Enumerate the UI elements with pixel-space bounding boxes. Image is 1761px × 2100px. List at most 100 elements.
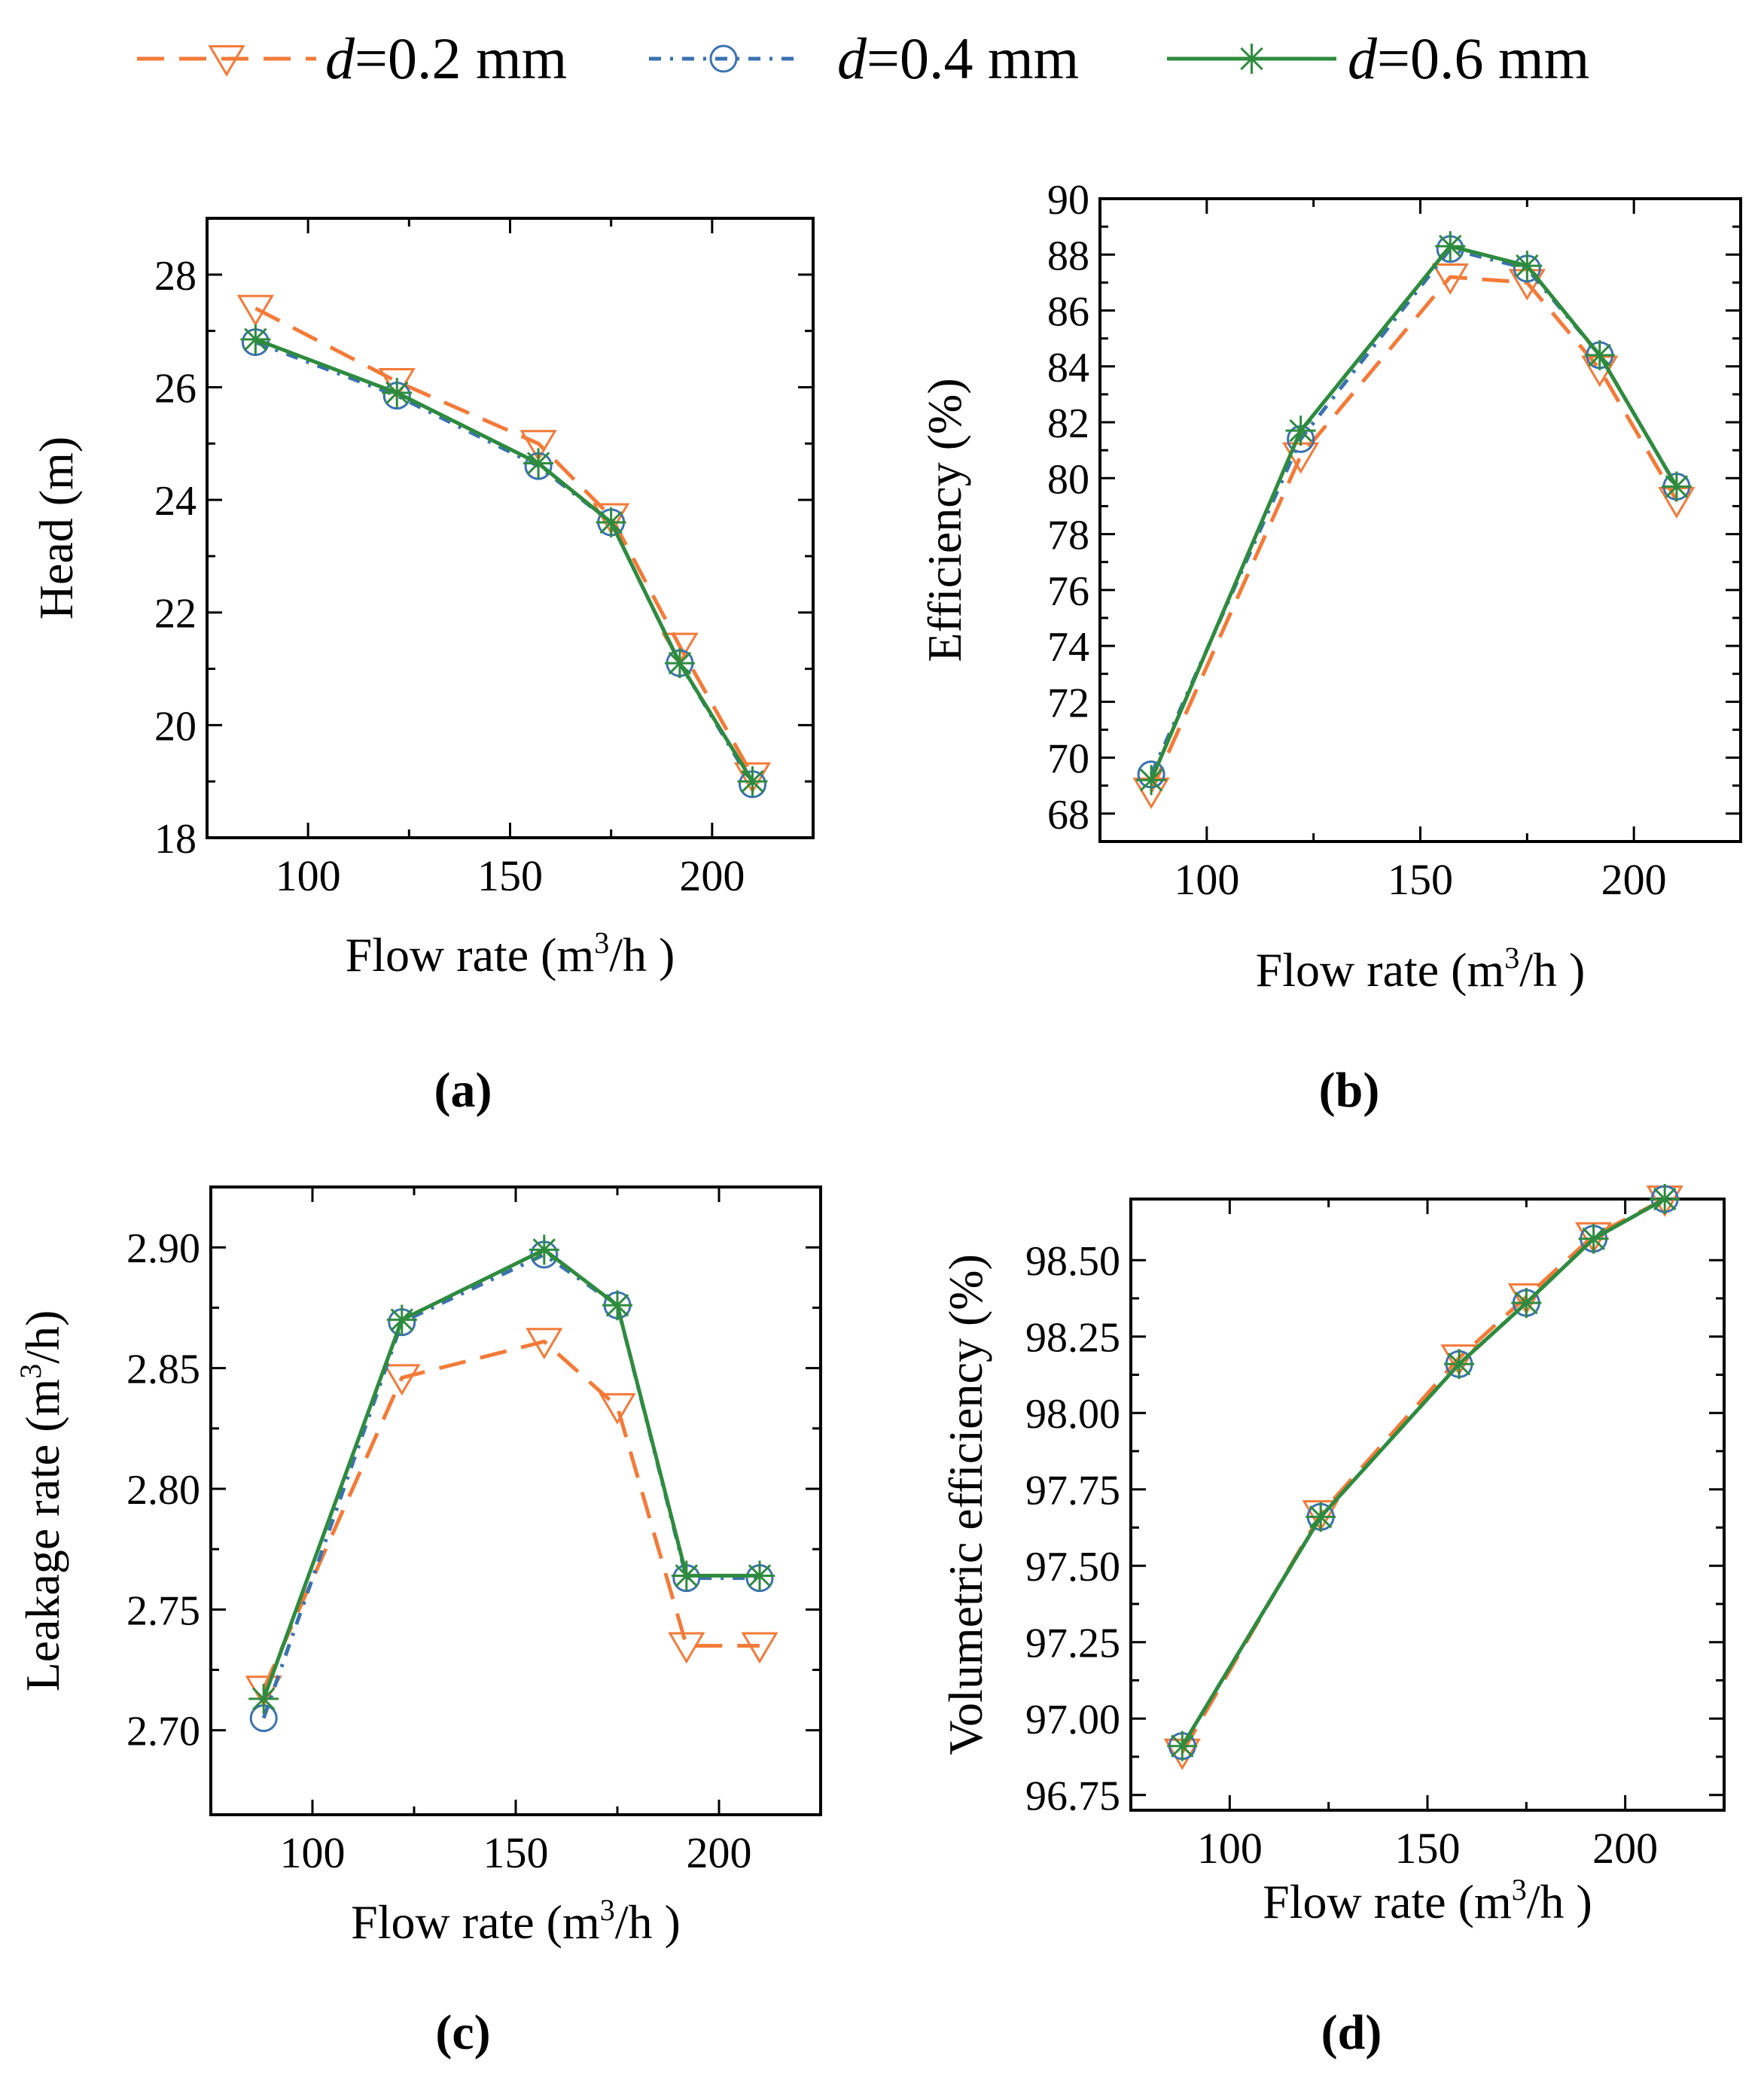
x-tick-label: 100 — [276, 851, 341, 900]
y-axis-label-tail: /h) — [16, 1310, 69, 1364]
series-line — [1181, 1197, 1666, 1754]
x-axis-label-sup: 3 — [600, 1893, 615, 1927]
data-point-stroke — [385, 381, 409, 405]
series-line — [261, 1252, 760, 1719]
y-tick-label: 2.75 — [126, 1587, 200, 1634]
y-tick-label: 78 — [1047, 513, 1089, 559]
y-tick-label: 18 — [154, 816, 197, 863]
panel-c: 100 150 200 2.70 2.75 2.80 2.85 2.90 Flow rate (… — [14, 1185, 822, 2060]
data-point — [236, 294, 275, 327]
series-line — [254, 340, 754, 786]
y-tick-label: 74 — [1047, 624, 1089, 671]
y-tick-label: 2.90 — [126, 1225, 200, 1272]
y-axis-label-main: Leakage rate (m — [16, 1379, 69, 1692]
data-point-stroke — [1653, 1187, 1677, 1211]
panel-label: (b) — [1319, 1063, 1380, 1118]
series-line — [254, 306, 754, 777]
panel-b: 100 150 200 68 70 72 74 76 78 80 82 84 86 88 90 Flow ra… — [918, 177, 1742, 1118]
x-axis-label: Flow rate (m3/h ) — [351, 1893, 681, 1949]
legend-text: =0.2 mm — [355, 26, 567, 91]
x-tick-label: 150 — [1388, 855, 1453, 904]
data-point-stroke — [1515, 1291, 1538, 1315]
data-point-stroke — [1447, 1353, 1471, 1376]
x-axis-label-tail: /h ) — [615, 1895, 681, 1949]
data-point — [664, 648, 695, 679]
legend-text: =0.4 mm — [867, 26, 1079, 91]
data-point — [733, 762, 772, 794]
y-tick-label: 80 — [1047, 456, 1089, 503]
series-1 — [1163, 1185, 1683, 1770]
y-tick-label: 86 — [1047, 289, 1089, 336]
legend-marker-stroke — [1240, 47, 1263, 71]
legend-symbol: d — [1348, 26, 1378, 91]
x-axis-label-main: Flow rate (m — [351, 1895, 600, 1949]
y-axis-label-main: Efficiency (%) — [918, 378, 971, 662]
data-point-stroke — [251, 1687, 276, 1711]
series-line — [1181, 1197, 1666, 1747]
data-point — [1285, 415, 1316, 446]
data-point-stroke — [1439, 234, 1462, 258]
data-point — [1444, 1349, 1475, 1380]
data-point — [382, 377, 413, 408]
x-tick-label: 200 — [687, 1828, 752, 1877]
data-point — [1661, 471, 1692, 502]
legend-entry: d=0.2 mm — [137, 26, 567, 91]
y-tick-label: 72 — [1047, 680, 1089, 726]
y-axis-label: Efficiency (%) — [918, 378, 971, 662]
data-point — [248, 1684, 279, 1715]
series-2 — [241, 328, 766, 799]
plot-frame — [209, 1185, 822, 1816]
data-point-stroke — [1309, 1505, 1333, 1529]
series-line — [1149, 244, 1679, 781]
legend-label: d=0.6 mm — [1348, 26, 1589, 91]
data-point-stroke — [1665, 475, 1689, 498]
data-point — [526, 1328, 563, 1360]
y-tick-label: 97.25 — [1025, 1621, 1120, 1667]
data-point — [1431, 263, 1469, 295]
y-tick-label: 68 — [1047, 792, 1089, 838]
data-point — [1512, 251, 1543, 282]
data-point-stroke — [1139, 768, 1163, 792]
data-point — [240, 324, 271, 355]
data-point-stroke — [1516, 254, 1539, 278]
data-point — [596, 507, 626, 538]
x-tick-label: 200 — [1592, 1824, 1658, 1873]
panel-a: 100 150 200 18 20 22 24 26 28 Flow rate (m3/h ) He… — [29, 217, 815, 1118]
data-point — [599, 1392, 636, 1425]
data-point-stroke — [526, 452, 550, 475]
data-point — [593, 503, 630, 535]
data-point-stroke — [244, 327, 267, 352]
x-axis-label-tail: /h ) — [1527, 1875, 1592, 1928]
y-tick-label: 97.00 — [1025, 1697, 1120, 1743]
x-axis-label-main: Flow rate (m — [1263, 1875, 1512, 1928]
data-point-stroke — [668, 651, 692, 675]
x-axis-label-sup: 3 — [594, 926, 609, 960]
data-point-stroke — [675, 1564, 699, 1587]
data-point — [1302, 1500, 1339, 1532]
series-2 — [1137, 235, 1691, 789]
series-2 — [249, 1240, 774, 1733]
plot-frame — [206, 217, 815, 839]
x-axis-label-tail: /h ) — [609, 928, 675, 982]
y-tick-label: 20 — [154, 703, 197, 750]
data-point — [383, 1364, 421, 1396]
y-tick-label: 2.70 — [126, 1709, 200, 1755]
series-2 — [1168, 1185, 1679, 1761]
data-point — [523, 448, 554, 479]
y-axis-label-sup: 3 — [14, 1364, 47, 1379]
y-tick-label: 96.75 — [1025, 1773, 1120, 1820]
legend-symbol: d — [325, 26, 355, 91]
data-point-stroke — [532, 1238, 556, 1262]
y-tick-label: 76 — [1047, 568, 1089, 615]
x-axis-label: Flow rate (m3/h ) — [1263, 1873, 1592, 1928]
legend-label: d=0.2 mm — [325, 26, 567, 91]
y-tick-label: 82 — [1047, 400, 1089, 447]
y-tick-label: 70 — [1047, 736, 1089, 783]
legend-marker — [1236, 44, 1267, 74]
x-axis-label-tail: /h ) — [1519, 943, 1585, 997]
data-point — [1167, 1730, 1198, 1761]
legend-entry: d=0.4 mm — [649, 26, 1079, 91]
y-tick-label: 98.00 — [1025, 1391, 1120, 1438]
data-point-stroke — [1289, 418, 1312, 443]
